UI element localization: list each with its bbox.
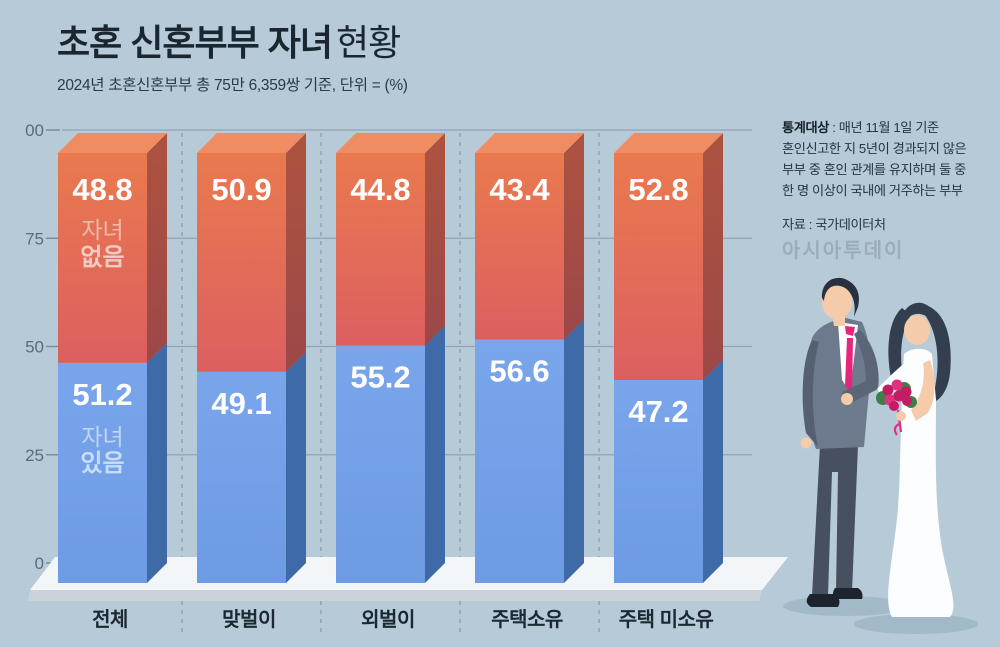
title-light: 현황 <box>335 22 401 63</box>
value-label-has-children: 49.1 <box>211 386 271 421</box>
stat-target-line: 통계대상 : 매년 11월 1일 기준 <box>782 120 939 135</box>
stat-target-line: 부부 중 혼인 관계를 유지하며 둘 중 <box>782 162 966 177</box>
category-label: 주택 미소유 <box>619 608 714 631</box>
bar-red-side-face <box>425 133 445 346</box>
couple-illustration <box>783 277 978 634</box>
stat-target-line: 혼인신고한 지 5년이 경과되지 않은 <box>782 141 967 156</box>
bar-blue-side-face <box>703 360 723 583</box>
bar-red-side-face <box>286 133 306 372</box>
bar-red-side-face <box>564 133 584 340</box>
bar-red-side-face <box>147 133 167 363</box>
bar-blue-front-face <box>197 371 286 583</box>
value-label-has-children: 55.2 <box>350 360 410 395</box>
bar-blue-side-face <box>286 351 306 583</box>
category-label: 주택소유 <box>491 608 563 631</box>
bar-red-front-face <box>336 153 425 346</box>
bride-shadow <box>854 614 978 634</box>
category-label: 전체 <box>92 608 128 631</box>
bar-blue-front-face <box>475 339 564 583</box>
category-label: 외벌이 <box>361 608 415 631</box>
segment-label-bottom-2: 있음 <box>80 450 124 477</box>
value-label-no-children: 43.4 <box>489 172 550 207</box>
groom-figure <box>800 277 879 607</box>
bride-figure <box>876 302 954 617</box>
page-title: 초혼 신혼부부 자녀 현황 <box>57 22 408 63</box>
bar-blue-side-face <box>564 319 584 583</box>
value-label-no-children: 44.8 <box>350 172 410 207</box>
value-label-no-children: 48.8 <box>72 172 132 207</box>
y-tick-label: 00 <box>25 121 44 140</box>
bar-red-top-face <box>58 133 167 153</box>
bar-red-front-face <box>475 153 564 340</box>
y-tick-label: 0 <box>35 554 44 573</box>
bouquet <box>876 379 917 436</box>
value-label-no-children: 50.9 <box>211 172 271 207</box>
bar-red-front-face <box>197 153 286 372</box>
segment-label-top-2: 없음 <box>80 244 124 271</box>
bar-blue-front-face <box>614 380 703 583</box>
value-label-has-children: 56.6 <box>489 354 549 389</box>
bar-red-top-face <box>336 133 445 153</box>
bar-red-top-face <box>614 133 723 153</box>
value-label-has-children: 51.2 <box>72 377 132 412</box>
publisher-watermark: 아시아투데이 <box>782 240 905 262</box>
bar-blue-side-face <box>425 325 445 583</box>
segment-label-top-1: 자녀 <box>81 217 123 243</box>
source-line: 자료 : 국가데이터처 <box>782 217 886 232</box>
header: 초혼 신혼부부 자녀 현황 2024년 초혼신혼부부 총 75만 6,359쌍 기… <box>57 22 408 95</box>
bar-red-top-face <box>475 133 584 153</box>
y-tick-label: 25 <box>25 446 44 465</box>
chart-layer: 00755025048.851.2자녀없음자녀있음전체50.949.1맞벌이44… <box>25 121 788 633</box>
value-label-has-children: 47.2 <box>628 394 688 429</box>
y-tick-label: 75 <box>25 229 44 248</box>
segment-label-bottom-1: 자녀 <box>81 424 123 450</box>
bar-blue-side-face <box>147 342 167 583</box>
bar-blue-front-face <box>336 345 425 583</box>
value-label-no-children: 52.8 <box>628 172 688 207</box>
bar-red-front-face <box>614 153 703 381</box>
bar-red-top-face <box>197 133 306 153</box>
bar-blue-front-face <box>58 362 147 583</box>
notes-panel: 통계대상 : 매년 11월 1일 기준 혼인신고한 지 5년이 경과되지 않은 … <box>782 117 997 262</box>
category-label: 맞벌이 <box>222 608 276 631</box>
bar-red-front-face <box>58 153 147 363</box>
stat-target-label: 통계대상 <box>782 120 829 135</box>
title-strong: 초혼 신혼부부 자녀 <box>57 22 333 63</box>
stat-target-line: 한 명 이상이 국내에 거주하는 부부 <box>782 183 963 198</box>
bar-red-side-face <box>703 133 723 381</box>
y-tick-label: 50 <box>25 338 44 357</box>
floor-front <box>28 590 762 601</box>
subtitle: 2024년 초혼신혼부부 총 75만 6,359쌍 기준, 단위 = (%) <box>57 77 408 95</box>
